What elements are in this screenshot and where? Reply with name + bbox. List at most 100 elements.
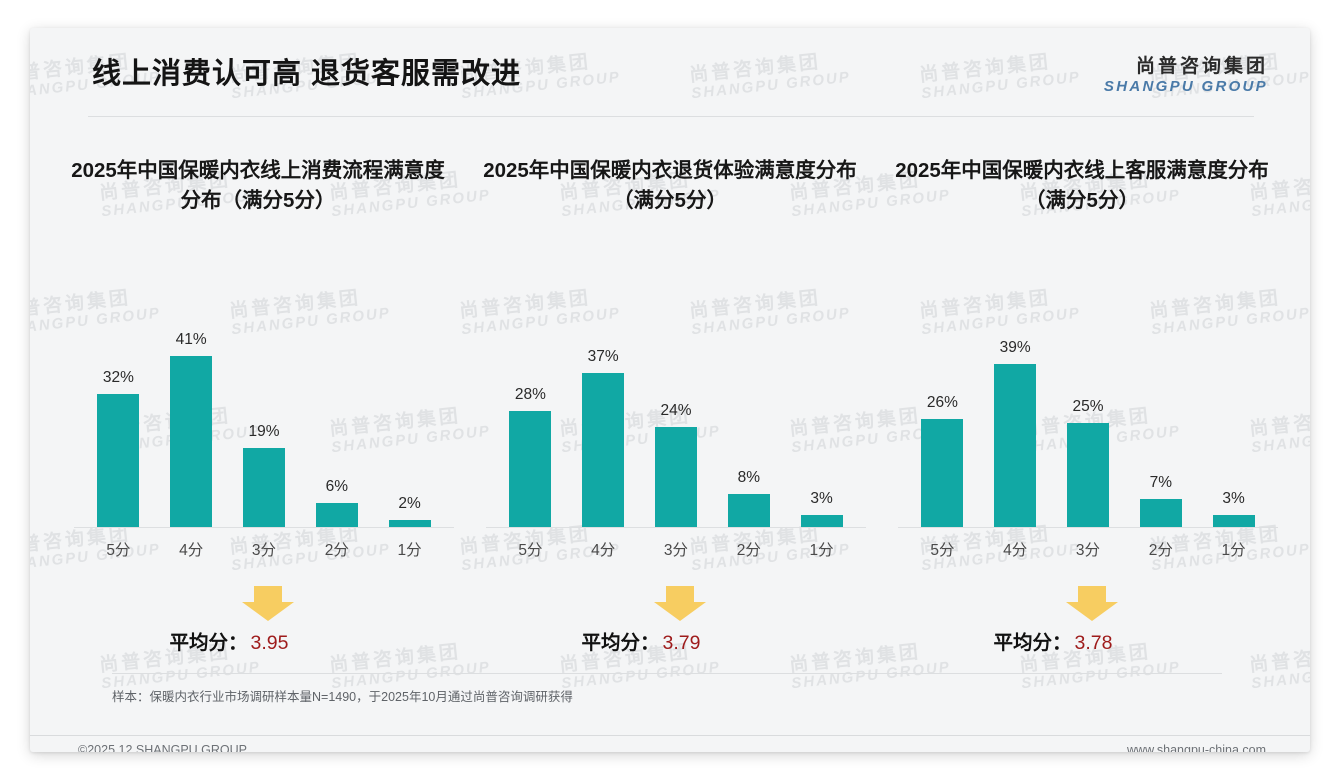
bar-group: 8%	[716, 298, 782, 528]
x-axis-tick-label: 1分	[397, 542, 422, 559]
bar-group: 3%	[789, 298, 855, 528]
bar-value-label: 3%	[1222, 490, 1245, 507]
x-axis-tick-label: 3分	[663, 542, 689, 559]
bar[interactable]	[727, 494, 770, 528]
bar-group: 7%	[1128, 298, 1194, 528]
bar-group: 3%	[1201, 298, 1267, 528]
chart-title: 2025年中国保暖内衣线上消费流程满意度分布（满分5分）	[71, 159, 445, 212]
average-score-text: 平均分： 3.79	[464, 626, 876, 655]
average-score-value: 3.79	[662, 632, 701, 654]
average-score-text: 平均分： 3.95	[52, 626, 464, 655]
average-score-label: 平均分：	[581, 632, 660, 654]
footer-divider	[30, 735, 1310, 736]
bar[interactable]	[1139, 499, 1182, 528]
average-block: 平均分： 3.95	[52, 586, 464, 664]
x-axis-line	[898, 527, 1278, 528]
bar-value-label: 37%	[587, 348, 619, 365]
logo-english-text: SHANGPU GROUP	[1103, 77, 1268, 95]
slide-header: 线上消费认可高 退货客服需改进 尚普咨询集团 SHANGPU GROUP	[30, 28, 1310, 118]
down-arrow-icon	[242, 586, 294, 621]
chart-panel-1: 2025年中国保暖内衣线上消费流程满意度分布（满分5分） 32% 41% 19% 6% 2…	[52, 156, 464, 664]
x-axis-tick-label: 1分	[1221, 542, 1246, 559]
bars-container: 32% 41% 19% 6% 2%	[82, 298, 446, 528]
bar-value-label: 26%	[926, 394, 958, 411]
down-arrow-icon	[654, 586, 706, 621]
bar[interactable]	[800, 515, 843, 528]
average-score-label: 平均分：	[169, 632, 248, 654]
bar[interactable]	[921, 419, 964, 528]
chart-title: 2025年中国保暖内衣退货体验满意度分布（满分5分）	[483, 159, 857, 212]
bar-value-label: 24%	[660, 402, 692, 419]
charts-row: 2025年中国保暖内衣线上消费流程满意度分布（满分5分） 32% 41% 19% 6% 2…	[52, 156, 1288, 664]
x-axis-labels: 5分 4分 3分 2分 1分	[494, 538, 858, 560]
header-divider	[88, 116, 1254, 117]
bar-group: 19%	[231, 298, 297, 528]
bar-group: 41%	[158, 298, 224, 528]
bar-value-label: 8%	[737, 469, 760, 486]
bar-value-label: 32%	[102, 369, 134, 386]
bar-value-label: 6%	[325, 478, 348, 495]
bar[interactable]	[994, 364, 1037, 528]
bar-value-label: 7%	[1149, 474, 1172, 491]
bar-group: 2%	[377, 298, 443, 528]
slide-footer: ©2025.12 SHANGPU GROUP www.shangpu-china…	[30, 736, 1310, 752]
company-logo: 尚普咨询集团 SHANGPU GROUP	[1104, 56, 1268, 96]
footer-website[interactable]: www.shangpu-china.com	[1127, 743, 1266, 752]
down-arrow-icon	[1066, 586, 1118, 621]
slide: 尚普咨询集团 SHANGPU GROUP 尚普咨询集团 SHANGPU GROUP 尚普…	[30, 28, 1310, 752]
bar[interactable]	[509, 411, 552, 528]
x-axis-tick-label: 1分	[809, 542, 834, 559]
bar[interactable]	[242, 448, 285, 528]
bars-container: 28% 37% 24% 8% 3%	[494, 298, 858, 528]
logo-chinese-text: 尚普咨询集团	[1135, 56, 1268, 77]
bar[interactable]	[654, 427, 697, 528]
bar-group: 32%	[86, 298, 152, 528]
x-axis-tick-label: 5分	[930, 542, 955, 559]
bar-value-label: 19%	[248, 423, 280, 440]
x-axis-tick-label: 5分	[518, 542, 543, 559]
x-axis-labels: 5分 4分 3分 2分 1分	[82, 538, 446, 560]
bar-group: 28%	[498, 298, 564, 528]
x-axis-tick-label: 4分	[179, 542, 204, 559]
x-axis-line	[74, 527, 454, 528]
bar-group: 24%	[643, 298, 709, 528]
bar[interactable]	[388, 520, 431, 528]
bar-value-label: 2%	[398, 495, 421, 512]
average-block: 平均分： 3.78	[876, 586, 1288, 664]
chart-plot-area: 26% 39% 25% 7% 3%	[876, 263, 1288, 528]
chart-panel-2: 2025年中国保暖内衣退货体验满意度分布（满分5分） 28% 37% 24% 8% 3% 5…	[464, 156, 876, 664]
bar-value-label: 41%	[175, 331, 207, 348]
bar-group: 25%	[1055, 298, 1121, 528]
x-axis-tick-label: 4分	[1003, 542, 1028, 559]
x-axis-tick-label: 2分	[1148, 542, 1173, 559]
bar[interactable]	[97, 394, 140, 528]
bar-group: 39%	[982, 298, 1048, 528]
bar-group: 6%	[304, 298, 370, 528]
bar-group: 26%	[910, 298, 976, 528]
x-axis-tick-label: 5分	[106, 542, 131, 559]
bar-value-label: 39%	[999, 339, 1031, 356]
chart-plot-area: 32% 41% 19% 6% 2%	[52, 263, 464, 528]
page-title: 线上消费认可高 退货客服需改进	[92, 58, 522, 90]
footer-copyright: ©2025.12 SHANGPU GROUP	[78, 743, 247, 752]
bar[interactable]	[1066, 423, 1109, 528]
average-score-label: 平均分：	[993, 632, 1072, 654]
average-score-text: 平均分： 3.78	[876, 626, 1288, 655]
chart-title: 2025年中国保暖内衣线上客服满意度分布（满分5分）	[895, 159, 1269, 212]
bar-value-label: 28%	[514, 386, 546, 403]
bar-group: 37%	[570, 298, 636, 528]
chart-plot-area: 28% 37% 24% 8% 3%	[464, 263, 876, 528]
bar-value-label: 25%	[1072, 398, 1104, 415]
bar[interactable]	[1212, 515, 1255, 528]
bar-value-label: 3%	[810, 490, 833, 507]
x-axis-tick-label: 2分	[324, 542, 349, 559]
x-axis-tick-label: 3分	[251, 542, 277, 559]
bar[interactable]	[170, 356, 213, 528]
footnote: 样本：保暖内衣行业市场调研样本量N=1490，于2025年10月通过尚普咨询调研…	[112, 673, 1222, 705]
chart-panel-3: 2025年中国保暖内衣线上客服满意度分布（满分5分） 26% 39% 25% 7% 3% 5…	[876, 156, 1288, 664]
x-axis-tick-label: 2分	[736, 542, 761, 559]
bar[interactable]	[315, 503, 358, 528]
bar[interactable]	[582, 373, 625, 528]
average-score-value: 3.95	[250, 632, 289, 654]
average-block: 平均分： 3.79	[464, 586, 876, 664]
